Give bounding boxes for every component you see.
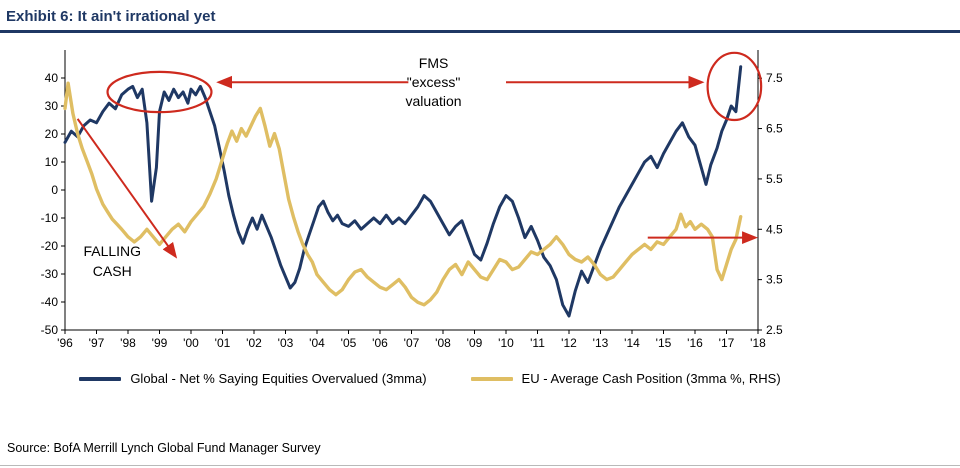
series-line-global-overvalued <box>63 65 743 318</box>
annotation-text-fms-excess-valuation: valuation <box>406 93 462 109</box>
y-left-tick-label: -50 <box>41 323 59 337</box>
x-tick-label: '08 <box>435 336 451 350</box>
annotation-text-falling-cash: FALLING <box>83 243 141 259</box>
x-tick-label: '01 <box>215 336 231 350</box>
legend-line-swatch-gold <box>470 376 513 381</box>
x-tick-label: '12 <box>561 336 577 350</box>
series-line-eu-cash <box>63 81 743 307</box>
exhibit-header: Exhibit 6: It ain't irrational yet <box>0 0 960 33</box>
legend-item-global: Global - Net % Saying Equities Overvalue… <box>79 371 427 386</box>
y-left-tick-label: -40 <box>41 295 59 309</box>
dual-axis-line-chart: 40 30 20 10 0 -10 -20 -30 -40 -50 7.5 6.5 5.5 4.5 3.5 2… <box>41 50 783 350</box>
x-tick-label: '10 <box>498 336 514 350</box>
x-tick-label: '03 <box>278 336 294 350</box>
y-left-tick-label: -20 <box>41 239 59 253</box>
y-left-tick-label: 40 <box>45 71 59 85</box>
x-tick-label: '09 <box>467 336 483 350</box>
y-right-tick-label: 6.5 <box>766 122 783 136</box>
annotation-arrow <box>76 118 178 259</box>
annotation-text-fms-excess-valuation: FMS <box>419 55 449 71</box>
x-tick-label: '14 <box>624 336 640 350</box>
annotation-ellipse <box>706 51 763 122</box>
y-right-tick-label: 5.5 <box>766 172 783 186</box>
y-left-tick-label: -10 <box>41 211 59 225</box>
y-right-tick-label: 3.5 <box>766 273 783 287</box>
x-tick-label: '05 <box>341 336 357 350</box>
x-tick-label: '15 <box>656 336 672 350</box>
x-tick-label: '96 <box>57 336 73 350</box>
x-tick-label: '07 <box>404 336 420 350</box>
y-left-tick-label: 10 <box>45 155 59 169</box>
y-right-tick-label: 4.5 <box>766 222 783 236</box>
source-note: Source: BofA Merrill Lynch Global Fund M… <box>7 441 321 455</box>
annotation-ellipse <box>106 70 213 114</box>
x-tick-label: '06 <box>372 336 388 350</box>
y-right-tick-label: 7.5 <box>766 71 783 85</box>
x-tick-label: '98 <box>120 336 136 350</box>
chart-legend: Global - Net % Saying Equities Overvalue… <box>15 371 845 386</box>
bottom-divider <box>0 465 960 466</box>
annotation-text-falling-cash: CASH <box>93 263 132 279</box>
x-tick-label: '00 <box>183 336 199 350</box>
x-tick-label: '99 <box>152 336 168 350</box>
y-right-tick-label: 2.5 <box>766 323 783 337</box>
y-left-tick-label: 20 <box>45 127 59 141</box>
x-tick-label: '02 <box>246 336 262 350</box>
x-tick-label: '17 <box>719 336 735 350</box>
legend-label-global: Global - Net % Saying Equities Overvalue… <box>130 371 427 386</box>
y-left-tick-label: -30 <box>41 267 59 281</box>
legend-label-eu-cash: EU - Average Cash Position (3mma %, RHS) <box>521 371 781 386</box>
exhibit-title: Exhibit 6: It ain't irrational yet <box>6 8 216 25</box>
x-tick-label: '18 <box>750 336 766 350</box>
x-tick-label: '97 <box>89 336 105 350</box>
y-left-tick-label: 30 <box>45 99 59 113</box>
x-tick-label: '13 <box>593 336 609 350</box>
legend-item-eu-cash: EU - Average Cash Position (3mma %, RHS) <box>470 371 781 386</box>
x-tick-label: '04 <box>309 336 325 350</box>
annotation-text-fms-excess-valuation: "excess" <box>407 74 461 90</box>
y-left-tick-label: 0 <box>51 183 58 197</box>
x-tick-label: '11 <box>530 336 545 350</box>
x-tick-label: '16 <box>687 336 703 350</box>
legend-line-swatch-navy <box>79 376 122 381</box>
